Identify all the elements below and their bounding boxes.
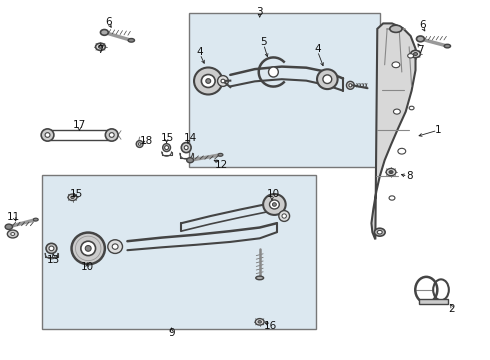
Ellipse shape	[33, 218, 38, 221]
Ellipse shape	[263, 194, 286, 215]
Ellipse shape	[408, 54, 414, 58]
Text: 5: 5	[260, 37, 267, 48]
Ellipse shape	[398, 148, 406, 154]
Text: 9: 9	[168, 328, 175, 338]
Text: 11: 11	[7, 212, 21, 222]
Ellipse shape	[390, 25, 402, 32]
Ellipse shape	[85, 246, 91, 251]
Ellipse shape	[279, 211, 290, 221]
Ellipse shape	[444, 44, 451, 48]
Polygon shape	[371, 23, 416, 239]
Text: 8: 8	[406, 171, 413, 181]
Ellipse shape	[11, 233, 15, 235]
Ellipse shape	[81, 241, 96, 256]
Bar	[50, 130, 109, 140]
Ellipse shape	[416, 36, 424, 42]
Text: 17: 17	[73, 120, 86, 130]
Ellipse shape	[389, 196, 395, 200]
Text: 16: 16	[264, 321, 277, 331]
Text: 13: 13	[47, 255, 61, 265]
Text: 1: 1	[435, 125, 442, 135]
Text: 10: 10	[267, 189, 280, 199]
Text: 10: 10	[81, 262, 94, 273]
Ellipse shape	[414, 53, 417, 55]
Text: 6: 6	[419, 20, 426, 30]
Ellipse shape	[323, 75, 332, 84]
Ellipse shape	[98, 45, 102, 48]
Ellipse shape	[71, 196, 74, 198]
Ellipse shape	[194, 68, 222, 94]
Bar	[419, 299, 448, 304]
Ellipse shape	[181, 143, 191, 153]
Ellipse shape	[136, 140, 143, 148]
Ellipse shape	[128, 39, 134, 42]
Text: 2: 2	[448, 303, 455, 314]
Ellipse shape	[272, 203, 276, 206]
Ellipse shape	[282, 214, 286, 218]
Ellipse shape	[112, 244, 118, 249]
Text: 7: 7	[97, 45, 104, 55]
Ellipse shape	[317, 69, 338, 89]
Text: 4: 4	[196, 47, 203, 57]
Ellipse shape	[49, 246, 54, 251]
Ellipse shape	[100, 30, 108, 35]
Bar	[189, 13, 380, 167]
Ellipse shape	[386, 168, 396, 176]
Ellipse shape	[7, 230, 18, 238]
Ellipse shape	[109, 132, 114, 137]
Ellipse shape	[138, 143, 141, 145]
Ellipse shape	[163, 144, 171, 152]
Ellipse shape	[46, 243, 57, 253]
Ellipse shape	[68, 194, 77, 201]
Text: 18: 18	[139, 136, 153, 146]
Ellipse shape	[256, 276, 264, 280]
Text: 12: 12	[215, 160, 228, 170]
Ellipse shape	[377, 230, 382, 234]
Ellipse shape	[393, 109, 400, 114]
Ellipse shape	[221, 79, 225, 83]
Bar	[42, 175, 316, 329]
Text: 6: 6	[105, 17, 112, 27]
Text: 15: 15	[161, 132, 174, 143]
Text: 15: 15	[69, 189, 83, 199]
Ellipse shape	[72, 233, 105, 264]
Ellipse shape	[349, 84, 352, 87]
Ellipse shape	[346, 81, 354, 89]
Text: 4: 4	[314, 44, 321, 54]
Ellipse shape	[392, 62, 400, 68]
Ellipse shape	[105, 129, 118, 141]
Ellipse shape	[411, 50, 420, 58]
Text: 14: 14	[183, 132, 197, 143]
Ellipse shape	[255, 319, 264, 325]
Text: 7: 7	[417, 45, 424, 55]
Text: 3: 3	[256, 6, 263, 17]
Ellipse shape	[45, 132, 50, 137]
Ellipse shape	[165, 146, 169, 150]
Ellipse shape	[258, 321, 262, 323]
Ellipse shape	[409, 106, 414, 110]
Ellipse shape	[96, 43, 105, 50]
Ellipse shape	[41, 129, 54, 141]
Ellipse shape	[270, 200, 279, 209]
Ellipse shape	[389, 171, 393, 174]
Ellipse shape	[201, 75, 215, 87]
Ellipse shape	[184, 146, 188, 150]
Ellipse shape	[269, 67, 278, 77]
Ellipse shape	[5, 224, 13, 230]
Ellipse shape	[108, 240, 122, 253]
Ellipse shape	[218, 76, 228, 86]
Ellipse shape	[374, 228, 385, 236]
Ellipse shape	[187, 158, 194, 163]
Ellipse shape	[218, 153, 223, 156]
Ellipse shape	[206, 79, 211, 83]
